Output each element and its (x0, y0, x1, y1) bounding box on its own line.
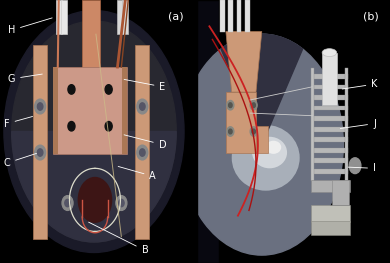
FancyBboxPatch shape (196, 0, 219, 263)
Circle shape (65, 199, 70, 207)
FancyBboxPatch shape (311, 68, 314, 181)
Wedge shape (221, 34, 303, 145)
FancyBboxPatch shape (322, 53, 337, 105)
Circle shape (137, 99, 148, 114)
Polygon shape (226, 32, 262, 92)
FancyBboxPatch shape (332, 180, 349, 205)
Text: B: B (89, 222, 148, 255)
FancyBboxPatch shape (135, 45, 149, 239)
Text: H: H (8, 18, 52, 35)
Circle shape (4, 11, 184, 252)
FancyBboxPatch shape (220, 0, 225, 32)
Wedge shape (12, 132, 176, 242)
Circle shape (105, 122, 112, 131)
Circle shape (35, 145, 46, 160)
FancyBboxPatch shape (312, 158, 348, 163)
Ellipse shape (266, 141, 281, 154)
Circle shape (37, 149, 43, 156)
Circle shape (250, 127, 257, 136)
Circle shape (12, 21, 176, 242)
Text: A: A (118, 166, 156, 181)
Circle shape (229, 129, 232, 134)
Circle shape (62, 196, 73, 210)
FancyBboxPatch shape (312, 74, 348, 79)
Circle shape (229, 103, 232, 108)
FancyBboxPatch shape (237, 0, 241, 32)
FancyBboxPatch shape (82, 0, 100, 67)
Circle shape (105, 85, 112, 94)
Text: F: F (4, 117, 33, 129)
FancyBboxPatch shape (312, 169, 348, 174)
Circle shape (227, 127, 234, 136)
Circle shape (68, 85, 75, 94)
FancyBboxPatch shape (122, 0, 128, 34)
Text: K: K (342, 79, 378, 89)
Text: I: I (348, 163, 376, 173)
Circle shape (35, 99, 46, 114)
Circle shape (349, 158, 361, 174)
FancyBboxPatch shape (245, 0, 250, 32)
FancyBboxPatch shape (312, 137, 348, 142)
Circle shape (140, 103, 145, 110)
Text: J: J (340, 119, 376, 129)
FancyBboxPatch shape (312, 95, 348, 100)
FancyBboxPatch shape (61, 0, 67, 34)
Circle shape (250, 100, 257, 110)
Circle shape (227, 100, 234, 110)
Text: E: E (124, 79, 166, 92)
Circle shape (252, 129, 255, 134)
FancyBboxPatch shape (56, 0, 62, 34)
Ellipse shape (252, 137, 287, 168)
FancyBboxPatch shape (33, 45, 47, 239)
FancyBboxPatch shape (345, 68, 348, 181)
Text: (a): (a) (168, 12, 184, 22)
FancyBboxPatch shape (311, 180, 350, 192)
Circle shape (140, 149, 145, 156)
FancyBboxPatch shape (226, 92, 256, 153)
Text: C: C (4, 153, 37, 168)
FancyBboxPatch shape (229, 0, 233, 32)
FancyBboxPatch shape (311, 205, 350, 222)
Circle shape (68, 122, 75, 131)
Text: (b): (b) (363, 12, 378, 22)
FancyBboxPatch shape (312, 148, 348, 153)
FancyBboxPatch shape (311, 221, 350, 235)
FancyBboxPatch shape (53, 67, 58, 154)
Ellipse shape (322, 49, 337, 57)
Circle shape (119, 199, 124, 207)
FancyBboxPatch shape (312, 85, 348, 89)
Ellipse shape (232, 125, 300, 191)
Text: D: D (124, 135, 166, 150)
Circle shape (137, 145, 148, 160)
Circle shape (78, 178, 112, 222)
FancyBboxPatch shape (256, 126, 268, 153)
Circle shape (252, 103, 255, 108)
FancyBboxPatch shape (117, 0, 123, 34)
Circle shape (180, 34, 343, 255)
Text: G: G (8, 74, 42, 84)
FancyBboxPatch shape (53, 67, 127, 154)
Circle shape (116, 196, 127, 210)
Circle shape (37, 103, 43, 110)
FancyBboxPatch shape (312, 116, 348, 121)
FancyBboxPatch shape (312, 106, 348, 110)
FancyBboxPatch shape (122, 67, 127, 154)
FancyBboxPatch shape (312, 127, 348, 132)
